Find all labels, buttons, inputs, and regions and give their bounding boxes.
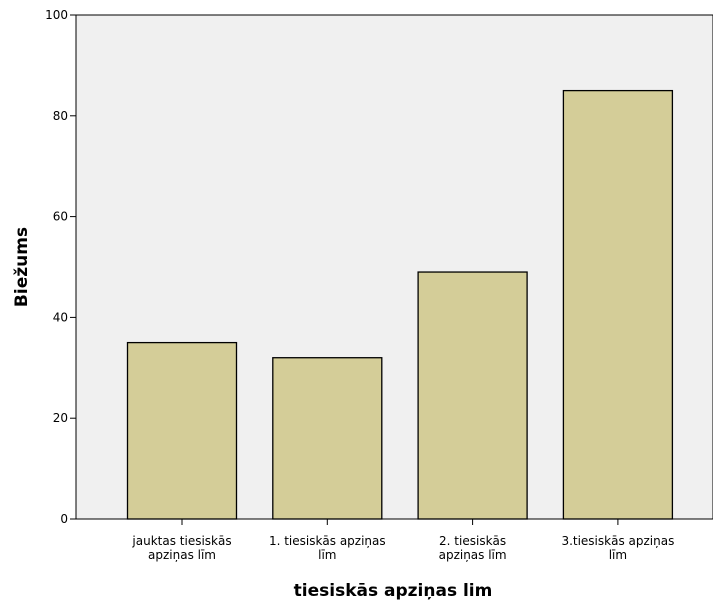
y-tick-label: 40: [53, 310, 68, 324]
bar-1: [126, 341, 238, 520]
y-tick-label: 20: [53, 411, 68, 425]
y-tick-label: 80: [53, 109, 68, 123]
y-tick-label: 0: [60, 512, 68, 526]
x-tick-label: 2. tiesiskās apziņas līm: [439, 534, 507, 562]
y-axis-title: Biežums: [12, 227, 32, 307]
bar-2: [272, 357, 383, 520]
x-tick-label: 3.tiesiskās apziņas līm: [561, 534, 674, 562]
x-axis: jauktas tiesiskās apziņas līm 1. tiesiskās…: [131, 519, 674, 562]
x-axis-title: tiesiskās apziņas lim: [294, 581, 493, 601]
x-tick-label: jauktas tiesiskās apziņas līm: [131, 534, 231, 562]
bar-4: [562, 89, 674, 520]
y-tick-label: 100: [45, 8, 68, 22]
x-tick-label: 1. tiesiskās apziņas līm: [269, 534, 386, 562]
y-tick-label: 60: [53, 210, 68, 224]
y-axis: 0 20 40 60 80 100: [45, 8, 76, 526]
bar-3: [417, 271, 528, 520]
